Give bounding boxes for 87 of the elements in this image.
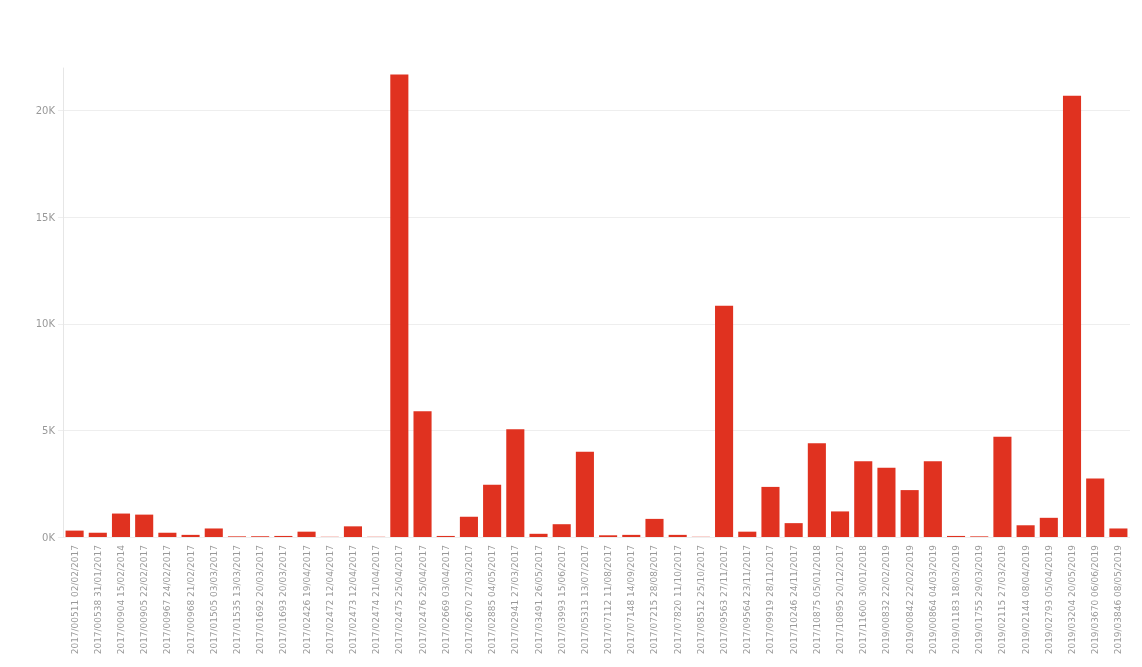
x-tick-label: 2017/10246 24/11/2017 [788,545,799,655]
bar [738,531,757,537]
bar [506,429,525,537]
x-tick-label: 2019/03204 20/05/2019 [1067,544,1078,655]
x-tick-label: 2019/03670 06/06/2019 [1090,544,1101,655]
bar [831,511,850,537]
bar [645,518,664,537]
x-tick-label: 2017/11600 30/01/2018 [858,544,869,655]
x-tick-label: 2017/03491 26/05/2017 [533,545,544,655]
bar [483,484,502,537]
x-tick-label: 2019/02115 27/03/2019 [997,544,1008,655]
x-tick-label: 2019/00832 22/02/2019 [881,544,892,655]
bar [784,523,803,537]
x-tick-label: 2017/09564 23/11/2017 [742,545,753,655]
x-tick-label: 2017/02472 12/04/2017 [324,545,335,655]
x-tick-label: 2017/02885 04/05/2017 [487,545,498,655]
bar [390,74,409,537]
bar [529,533,548,537]
y-tick-label: 10K [35,318,56,330]
bar [715,305,734,537]
x-tick-label: 2017/10895 20/12/2017 [835,545,846,655]
x-tick-label: 2017/00538 31/01/2017 [92,545,103,655]
x-tick-label: 2017/02474 21/04/2017 [371,545,382,655]
x-tick-label: 2017/02475 25/04/2017 [394,545,405,655]
bar [622,534,641,537]
bar [923,461,942,537]
x-tick-label: 2017/05313 13/07/2017 [579,545,590,655]
x-tick-label: 2017/00968 21/02/2017 [185,545,196,655]
bar [552,524,571,537]
x-tick-label: 2017/01535 13/03/2017 [231,545,242,655]
x-tick-label: 2017/07112 11/08/2017 [603,545,614,655]
x-tick-label: 2017/07148 14/09/2017 [626,545,637,655]
y-tick-label: 20K [35,105,56,117]
x-tick-label: 2017/07215 28/08/2017 [649,545,660,655]
x-tick-label: 2017/00905 22/02/2017 [139,545,150,655]
bar [1039,517,1058,537]
x-tick-label: 2017/10875 05/01/2018 [811,544,822,655]
bar [668,534,687,537]
bar [854,461,873,537]
x-tick-label: 2017/03993 15/06/2017 [556,545,567,655]
x-tick-label: 2017/02473 12/04/2017 [347,545,358,655]
bar [1016,525,1035,537]
bar [993,436,1012,537]
x-tick-label: 2017/02426 19/04/2017 [301,545,312,655]
bar [900,490,919,537]
x-tick-label: 2017/02476 25/04/2017 [417,545,428,655]
bar [1062,95,1082,537]
bar [413,411,432,537]
bar [65,530,84,537]
bar [575,451,594,537]
y-tick-label: 15K [35,211,56,223]
bar [761,486,780,537]
bar [135,514,154,537]
x-tick-label: 2017/07820 11/10/2017 [672,545,683,655]
x-tick-label: 2019/02144 08/04/2019 [1020,544,1031,655]
x-tick-label: 2017/00967 24/02/2017 [162,545,173,655]
y-tick-label: 0K [42,531,56,543]
bar [807,443,826,537]
x-tick-label: 2017/01693 20/03/2017 [278,545,289,655]
bar [111,513,131,537]
bar [877,467,896,537]
bar [88,532,107,537]
x-tick-label: 2017/08512 25/10/2017 [695,545,706,655]
x-tick-label: 2017/00904 15/02/2014 [115,544,126,655]
x-tick-label: 2019/02793 05/04/2019 [1043,544,1054,655]
x-tick-label: 2017/09563 27/11/2017 [719,545,730,655]
x-tick-label: 2017/01692 20/03/2017 [255,545,266,655]
x-tick-label: 2019/00864 04/03/2019 [927,544,938,655]
bar [297,531,316,537]
y-tick-label: 5K [42,424,56,436]
bar [343,526,362,537]
x-tick-label: 2017/09919 28/11/2017 [765,545,776,655]
x-tick-label: 2017/02941 27/03/2017 [510,545,521,655]
bar [1109,528,1128,537]
bar [459,516,478,537]
bar [158,532,177,537]
x-tick-label: 2019/01183 18/03/2019 [951,544,962,655]
bar [204,528,223,537]
x-tick-label: 2017/02669 03/04/2017 [440,545,451,655]
x-tick-label: 2017/02670 27/03/2017 [463,545,474,655]
x-tick-label: 2017/01505 03/03/2017 [208,545,219,655]
x-tick-label: 2019/00842 22/02/2019 [904,544,915,655]
x-tick-label: 2019/01755 29/03/2019 [974,544,985,655]
x-tick-label: 2017/00511 02/02/2017 [69,545,80,655]
x-tick-label: 2019/03846 08/05/2019 [1113,544,1124,655]
bar [181,534,200,537]
bar [1086,478,1105,537]
